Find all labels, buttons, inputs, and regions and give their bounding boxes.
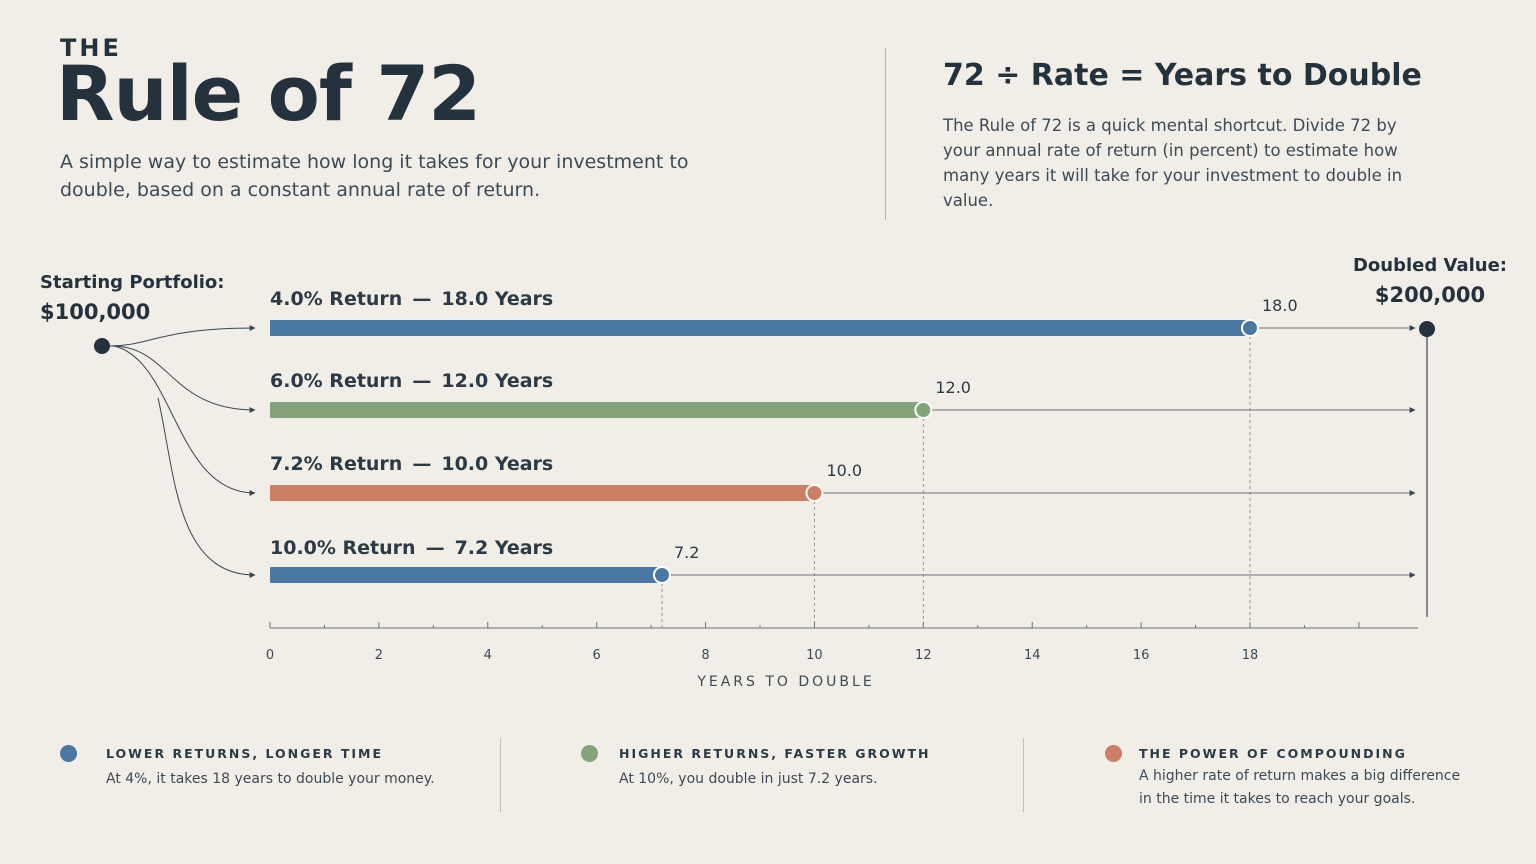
legend-divider bbox=[500, 738, 501, 812]
page-title: Rule of 72 bbox=[56, 49, 481, 138]
bars: 18.0 12.0 10.0 7.2 bbox=[270, 296, 1298, 584]
bar-10.0% bbox=[270, 567, 662, 583]
row-rate-label: 7.2% Return bbox=[270, 453, 403, 475]
starting-portfolio-value: $100,000 bbox=[40, 300, 151, 324]
bar-end-dot bbox=[805, 484, 824, 502]
legend-dot-orange bbox=[1105, 745, 1122, 762]
row-rate-label: 4.0% Return bbox=[270, 288, 403, 310]
guide-lines bbox=[661, 325, 1416, 628]
row-years-label: 12.0 Years bbox=[441, 370, 554, 392]
legend-divider bbox=[1023, 738, 1024, 812]
doubled-value-label: Doubled Value: bbox=[1352, 255, 1508, 276]
starting-portfolio-label: Starting Portfolio: bbox=[40, 272, 225, 293]
end-dot bbox=[1419, 321, 1435, 337]
data-label: 10.0 bbox=[826, 461, 862, 480]
row-label-4: 10.0% Return —7.2 Years bbox=[270, 537, 554, 559]
x-tick-label: 6 bbox=[593, 648, 601, 663]
x-tick-label: 18 bbox=[1242, 648, 1259, 663]
row-rate-label: 6.0% Return bbox=[270, 370, 403, 392]
bar-end-dot bbox=[914, 401, 933, 419]
start-dot bbox=[94, 338, 110, 354]
x-tick-label: 12 bbox=[915, 648, 932, 663]
x-axis-label: YEARS TO DOUBLE bbox=[697, 674, 875, 690]
row-years-label: 18.0 Years bbox=[441, 288, 554, 310]
row-label-2: 6.0% Return —12.0 Years bbox=[270, 370, 554, 392]
end-marker bbox=[1419, 321, 1435, 617]
bar-4.0% bbox=[270, 320, 1250, 336]
x-tick-label: 16 bbox=[1133, 648, 1150, 663]
legend-text-lower-returns: At 4%, it takes 18 years to double your … bbox=[106, 771, 435, 787]
row-years-label: 7.2 Years bbox=[454, 537, 554, 559]
x-tick-label: 10 bbox=[806, 648, 823, 663]
formula-description: The Rule of 72 is a quick mental shortcu… bbox=[943, 116, 1403, 210]
legend-title-compounding: THE POWER OF COMPOUNDING bbox=[1139, 746, 1407, 761]
legend-dot-green bbox=[581, 745, 598, 762]
x-tick-label: 4 bbox=[484, 648, 492, 663]
row-label-3: 7.2% Return —10.0 Years bbox=[270, 453, 554, 475]
x-tick-label: 8 bbox=[701, 648, 709, 663]
data-label: 18.0 bbox=[1262, 296, 1298, 315]
bar-end-dot bbox=[1241, 319, 1259, 337]
connector-arrow-1 bbox=[109, 325, 256, 347]
x-tick-label: 0 bbox=[266, 648, 274, 663]
row-label-1: 4.0% Return —18.0 Years bbox=[270, 288, 554, 310]
flow-connectors bbox=[94, 325, 256, 578]
doubled-value-amount: $200,000 bbox=[1374, 283, 1486, 307]
connector-arrow-2 bbox=[111, 345, 256, 413]
legend-title-lower-returns: LOWER RETURNS, LONGER TIME bbox=[106, 746, 384, 761]
header-divider bbox=[885, 48, 886, 220]
formula-heading: 72 ÷ Rate = Years to Double bbox=[943, 58, 1422, 93]
bar-7.2% bbox=[270, 485, 815, 501]
connector-arrow-3 bbox=[113, 345, 256, 496]
page-subtitle: A simple way to estimate how long it tak… bbox=[60, 151, 689, 201]
legend-text-higher-returns: At 10%, you double in just 7.2 years. bbox=[619, 771, 878, 787]
connector-arrow-4 bbox=[157, 397, 256, 578]
x-axis: 0 2 4 6 8 10 12 14 16 18 bbox=[266, 622, 1418, 663]
data-label: 12.0 bbox=[935, 378, 971, 397]
row-years-label: 10.0 Years bbox=[441, 453, 554, 475]
legend-dot-blue bbox=[60, 745, 77, 762]
title-kicker: THE bbox=[60, 34, 122, 62]
row-rate-label: 10.0% Return bbox=[270, 537, 416, 559]
legend-text-compounding: A higher rate of return makes a big diff… bbox=[1139, 768, 1461, 807]
data-label: 7.2 bbox=[674, 543, 699, 562]
bar-6.0% bbox=[270, 402, 924, 418]
legend-title-higher-returns: HIGHER RETURNS, FASTER GROWTH bbox=[619, 746, 931, 761]
x-tick-label: 2 bbox=[375, 648, 383, 663]
bar-end-dot bbox=[653, 566, 671, 584]
x-tick-label: 14 bbox=[1024, 648, 1041, 663]
